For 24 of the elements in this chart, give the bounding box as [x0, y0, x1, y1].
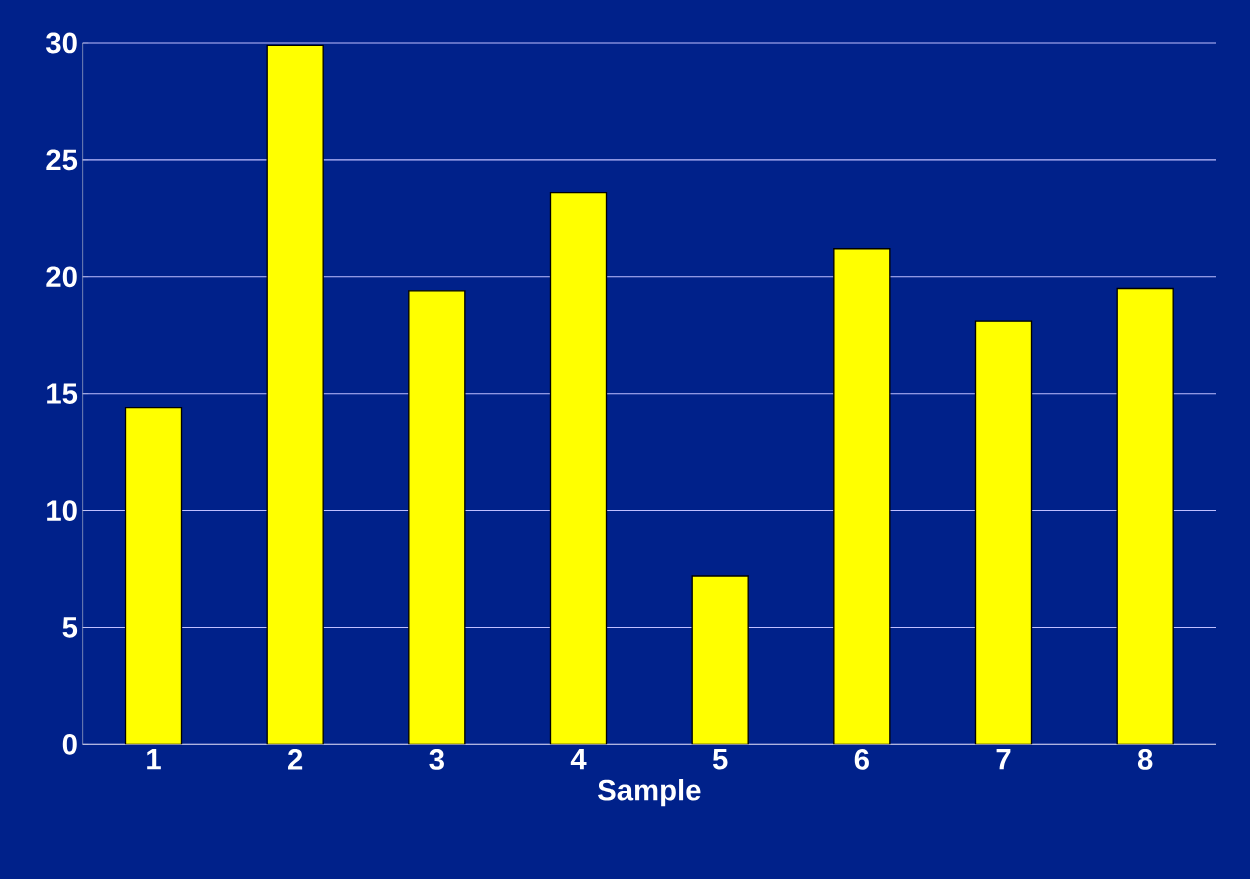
bar — [549, 191, 608, 745]
y-tick-label: 15 — [47, 383, 78, 404]
y-tick-label: 20 — [46, 266, 77, 288]
y-tick-label: 30 — [46, 32, 77, 54]
x-tick-label: 6 — [854, 749, 869, 770]
x-tick-label: 2 — [288, 749, 303, 770]
bar — [974, 320, 1033, 745]
x-tick-label: 3 — [429, 749, 444, 770]
y-tick-label: 5 — [62, 617, 78, 638]
x-tick-label: 5 — [712, 749, 728, 770]
x-axis-title: Sample — [598, 779, 701, 807]
y-tick-label: 25 — [46, 149, 78, 171]
bar — [124, 407, 183, 745]
x-tick-label: 8 — [1137, 749, 1153, 770]
x-tick-label: 4 — [570, 749, 587, 770]
bar — [266, 44, 324, 745]
bar — [408, 290, 466, 745]
y-tick-label: 0 — [62, 733, 77, 755]
bar — [691, 575, 749, 745]
bar — [833, 248, 891, 745]
y-tick-label: 10 — [47, 500, 77, 521]
x-tick-label: 1 — [147, 749, 161, 770]
x-tick-label: 7 — [996, 749, 1011, 770]
bar — [1116, 287, 1174, 745]
